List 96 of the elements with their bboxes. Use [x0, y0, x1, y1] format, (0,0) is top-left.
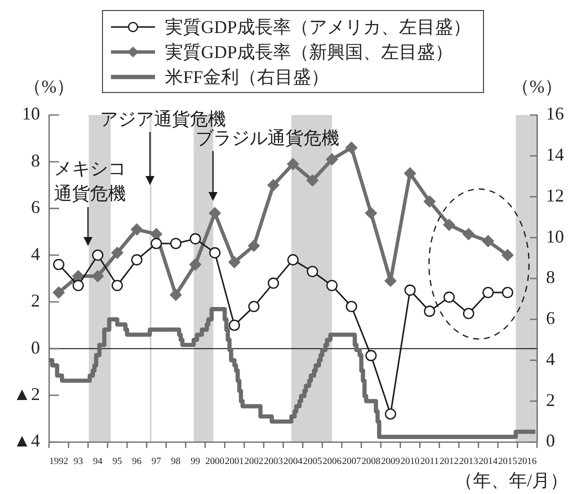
y2-axis-title: （%） [512, 76, 562, 97]
x-tick-label: 2005 [302, 457, 322, 468]
x-tick-label: 2003 [264, 457, 284, 468]
legend-label: 実質GDP成長率（アメリカ、左目盛） [164, 16, 471, 38]
point [365, 350, 377, 362]
point [52, 286, 65, 299]
point [306, 174, 318, 186]
annotation: メキシコ通貨危機 [54, 158, 126, 204]
x-tick-label: 2010 [400, 457, 420, 468]
annotation: アジア通貨危機 [100, 108, 226, 129]
x-tick-label: 2009 [381, 457, 400, 468]
x-tick-label: 2007 [342, 457, 362, 468]
point [190, 233, 201, 244]
y-tick-label: 10 [22, 104, 40, 124]
point [306, 266, 318, 278]
x-tick-label: 2016 [518, 457, 537, 468]
point [209, 247, 221, 258]
point [384, 408, 396, 420]
y-tick-label: 6 [31, 197, 40, 218]
x-tick-label: 2013 [459, 457, 478, 468]
x-tick-label: 2012 [440, 457, 459, 468]
y-tick-label: 4 [31, 244, 40, 264]
y2-tick-label: 6 [546, 308, 555, 328]
point [208, 207, 221, 220]
point [228, 320, 240, 331]
x-tick-label: 1992 [49, 457, 68, 468]
x-tick-label: 2001 [224, 457, 244, 468]
point [228, 256, 240, 268]
point [53, 258, 64, 270]
x-tick-label: 96 [132, 457, 142, 468]
y2-tick-label: 0 [546, 430, 555, 451]
x-tick-label: 2004 [283, 457, 303, 468]
y2-tick-label: 14 [546, 144, 564, 165]
x-tick-label: 93 [73, 457, 84, 468]
point [482, 286, 494, 298]
y-tick-label: ▲2 [13, 384, 40, 404]
point [170, 288, 182, 301]
y-tick-label: 2 [31, 290, 40, 311]
y-axis-title: （%） [24, 76, 74, 97]
y2-tick-label: 10 [546, 226, 564, 246]
x-tick-label: 94 [92, 457, 103, 468]
point [443, 218, 456, 231]
point [248, 300, 260, 312]
legend-label: 実質GDP成長率（新興国、左目盛） [164, 40, 453, 64]
point [424, 195, 436, 208]
x-tick-label: 99 [190, 457, 200, 468]
x-tick-label: 2002 [244, 457, 264, 468]
point [267, 179, 280, 192]
point [287, 254, 299, 266]
x-tick-label: 2015 [498, 457, 518, 468]
point [404, 284, 416, 296]
point [365, 207, 378, 220]
x-tick-label: 2011 [420, 457, 440, 468]
y2-tick-label: 16 [546, 104, 564, 124]
y2-tick-label: 12 [546, 185, 564, 206]
x-tick-label: 2000 [205, 457, 225, 468]
point [443, 292, 455, 303]
y-tick-label: 8 [31, 150, 40, 170]
point [502, 286, 514, 298]
x-tick-label: 2008 [362, 457, 381, 468]
legend-label: 米FF金利（右目盛） [164, 66, 330, 88]
point [131, 254, 142, 266]
y-tick-label: ▲4 [13, 430, 40, 451]
point [189, 258, 202, 270]
point [502, 249, 514, 262]
y2-tick-label: 8 [546, 267, 555, 288]
point [404, 167, 416, 180]
point [462, 308, 474, 320]
point [268, 278, 280, 289]
y2-tick-label: 2 [546, 390, 555, 410]
point [111, 246, 124, 259]
x-axis-title: （年、年/月） [454, 470, 568, 491]
point [462, 228, 475, 240]
x-tick-label: 2014 [478, 457, 498, 468]
point [326, 153, 338, 166]
y-tick-label: 0 [31, 337, 40, 358]
y2-tick-label: 4 [546, 348, 555, 369]
x-tick-label: 98 [171, 457, 181, 468]
point [345, 142, 358, 154]
point [346, 300, 358, 312]
x-tick-label: 2006 [322, 457, 342, 468]
annotation: ブラジル通貨危機 [195, 128, 340, 148]
point [112, 280, 123, 292]
point [130, 223, 143, 236]
point [72, 280, 84, 292]
point [248, 240, 260, 252]
point [482, 235, 494, 248]
x-tick-label: 95 [112, 457, 122, 468]
point [170, 238, 182, 250]
point [92, 249, 104, 261]
point [286, 158, 299, 170]
point [326, 280, 338, 292]
point [424, 306, 436, 317]
x-tick-label: 97 [152, 457, 162, 468]
point [150, 238, 162, 250]
point [92, 270, 104, 282]
